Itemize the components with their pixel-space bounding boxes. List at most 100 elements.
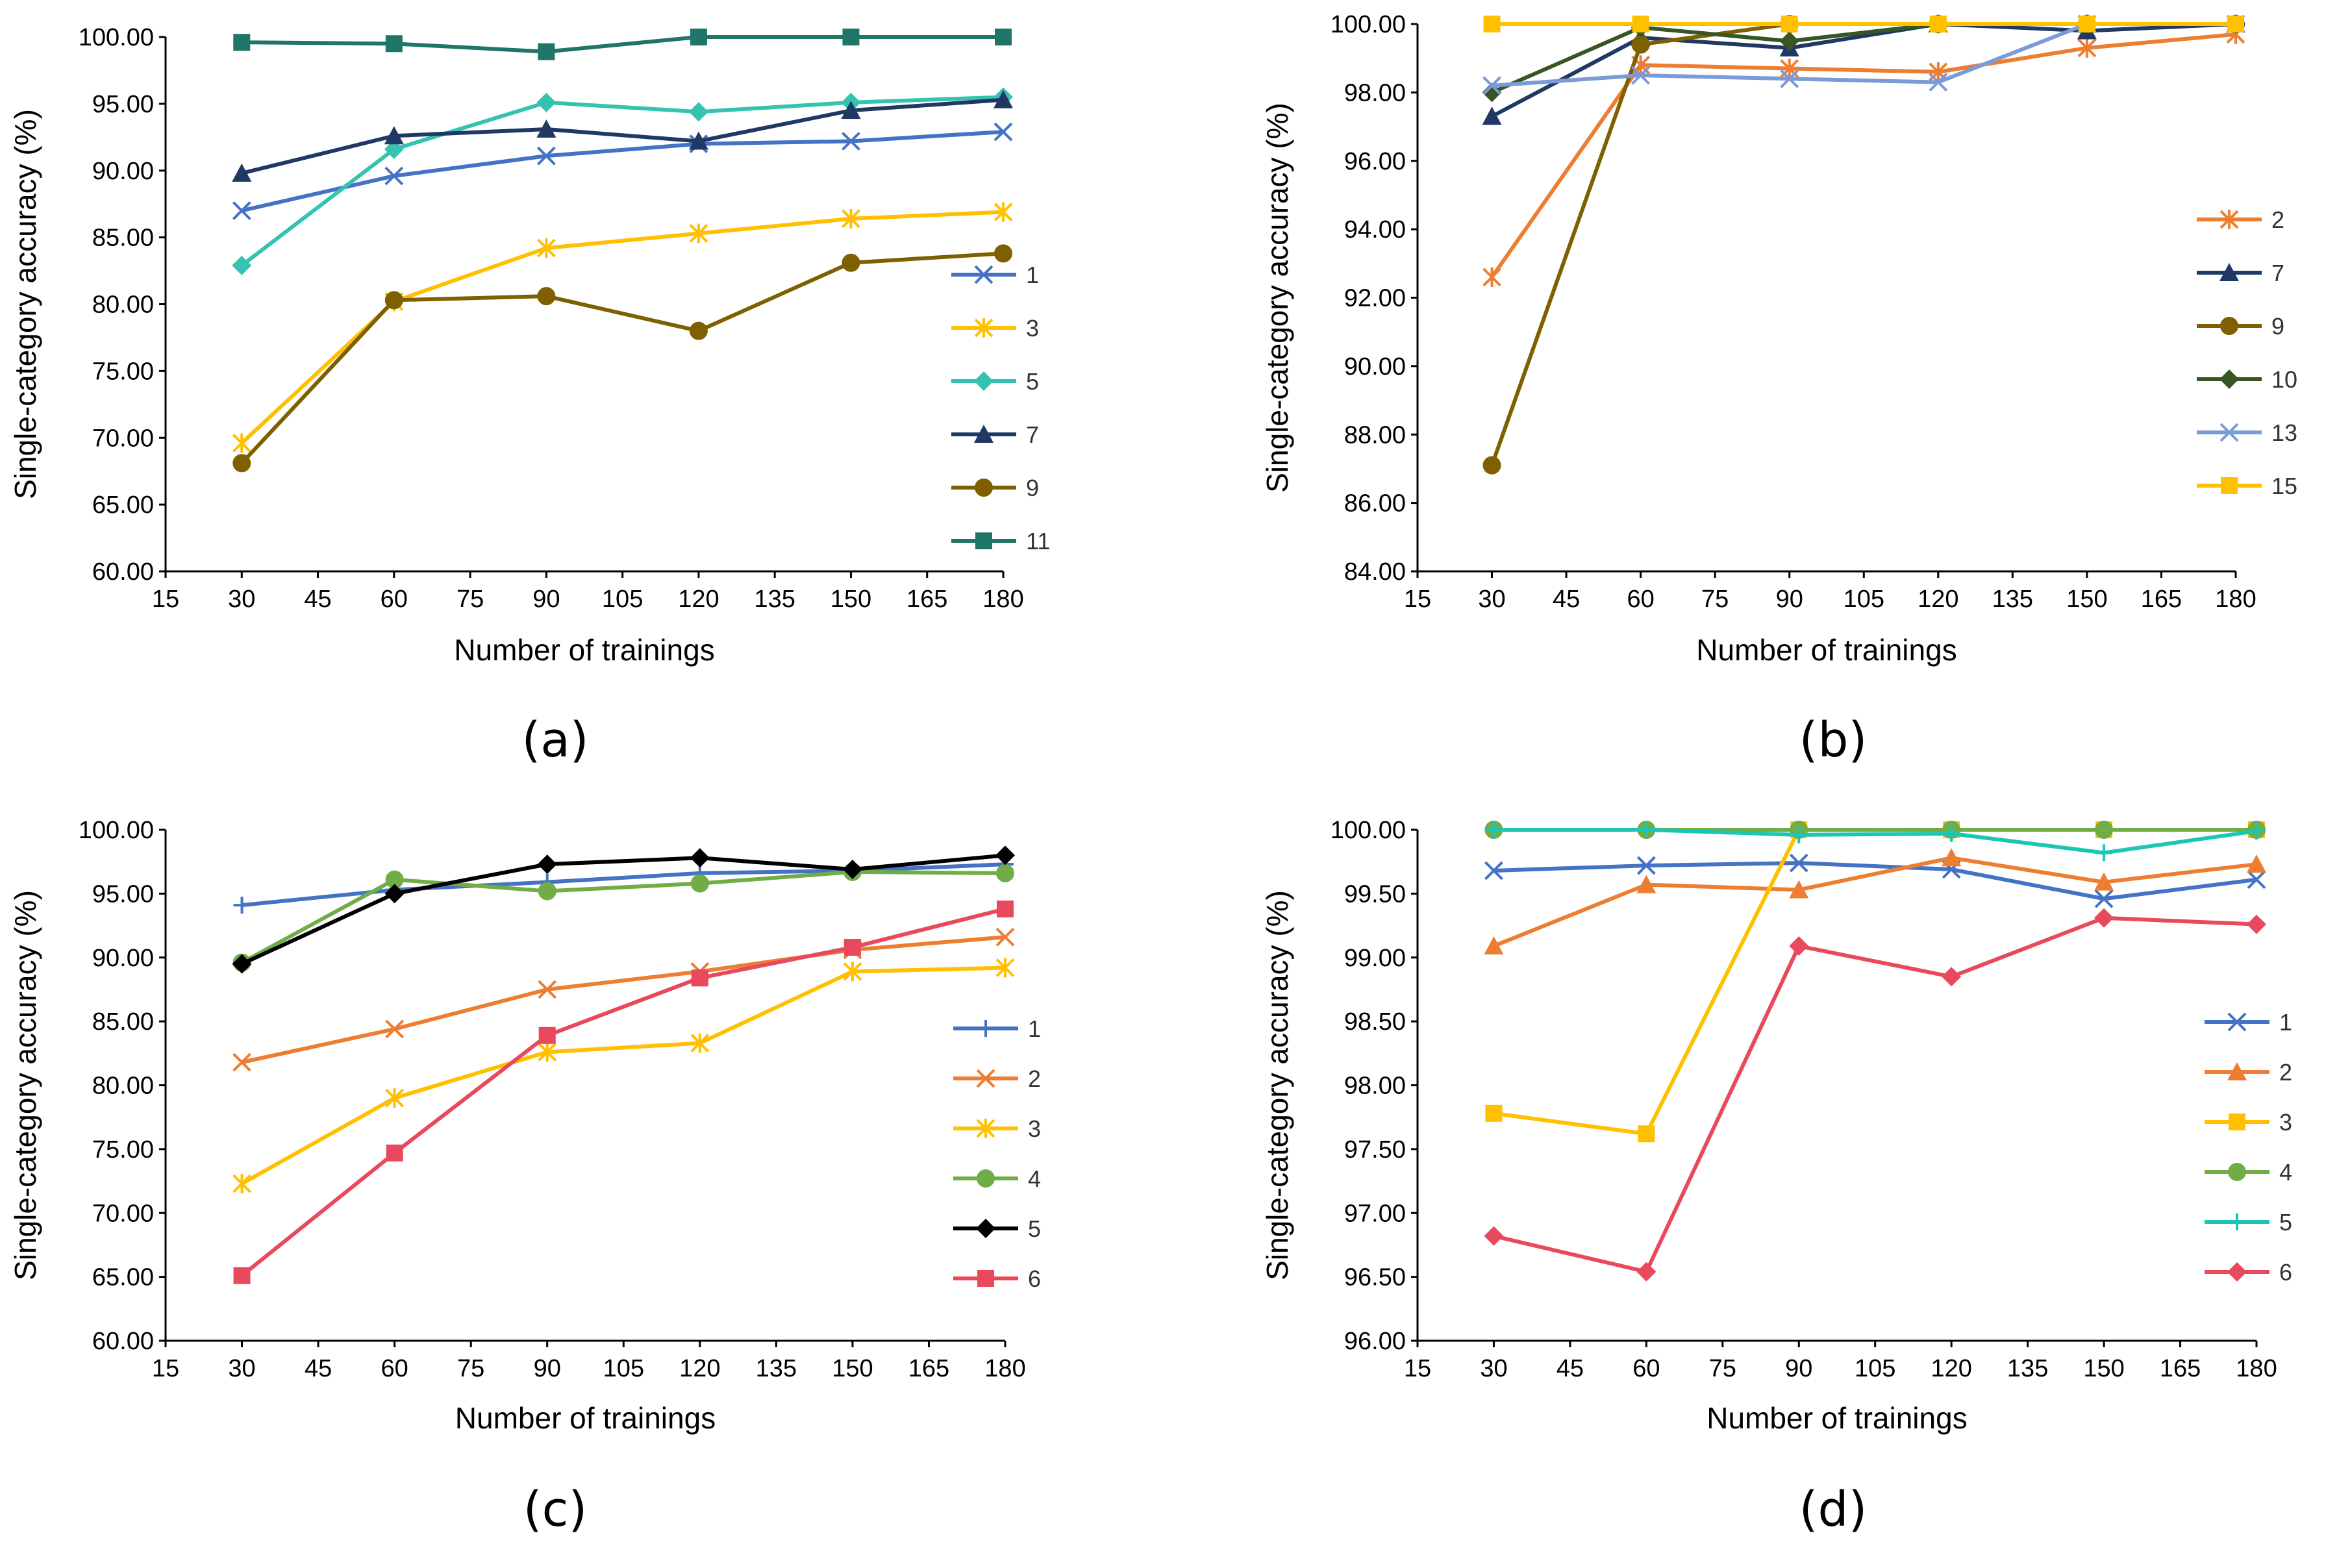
data-point	[1929, 16, 1947, 32]
x-tick-label: 75	[456, 586, 484, 613]
data-point	[842, 29, 860, 45]
data-point	[385, 35, 403, 53]
data-point	[844, 939, 861, 956]
series-2	[1484, 848, 2266, 955]
x-tick-label: 165	[2160, 1355, 2201, 1382]
data-point	[2248, 822, 2265, 840]
data-point	[384, 139, 404, 159]
legend-label: 11	[1026, 528, 1050, 554]
x-tick-label: 150	[2066, 586, 2107, 613]
y-tick-label: 96.00	[1344, 1328, 1406, 1355]
legend-label: 6	[1028, 1265, 1041, 1292]
data-point	[232, 255, 252, 275]
data-point	[1942, 967, 1962, 987]
legend-entry: 9	[951, 475, 1039, 501]
data-point	[1636, 856, 1656, 875]
data-point	[536, 119, 556, 138]
y-axis-label: Single-category accuracy (%)	[1260, 103, 1294, 493]
data-point	[690, 848, 710, 868]
data-point	[536, 146, 556, 166]
data-point	[1631, 35, 1650, 54]
x-tick-label: 15	[152, 1355, 179, 1382]
series-4	[232, 862, 1014, 972]
legend-label: 9	[1026, 475, 1039, 501]
series-5	[1485, 821, 2265, 862]
series-9	[232, 244, 1012, 473]
legend-swatch-marker	[976, 1069, 995, 1088]
data-point	[997, 900, 1014, 917]
legend-entry: 1	[2205, 1009, 2292, 1036]
series-line	[241, 869, 1006, 965]
y-tick-label: 75.00	[92, 1136, 154, 1164]
legend-swatch-marker	[975, 532, 992, 549]
data-point	[233, 34, 251, 51]
chart-panel-2: 84.00 86.00 88.00 90.00 92.00 94.00 96.00 98.00…	[1260, 11, 2297, 768]
x-tick-label: 120	[678, 586, 719, 613]
x-tick-label: 180	[982, 586, 1023, 613]
x-tick-label: 15	[1404, 586, 1431, 613]
series-3	[232, 958, 1015, 1193]
data-point	[384, 291, 403, 310]
x-tick-label: 90	[534, 1355, 561, 1382]
legend-label: 5	[1026, 368, 1039, 395]
x-tick-label: 75	[1709, 1355, 1736, 1382]
data-point	[995, 845, 1015, 865]
x-tick-label: 105	[1855, 1355, 1895, 1382]
series-5	[232, 845, 1015, 974]
x-tick-label: 105	[602, 586, 643, 613]
legend-swatch-marker	[974, 318, 994, 338]
data-point	[2094, 908, 2114, 928]
data-point	[689, 223, 708, 243]
data-point	[994, 90, 1013, 108]
data-point	[1779, 31, 1799, 51]
data-point	[538, 1042, 557, 1062]
y-tick-label: 99.50	[1344, 880, 1406, 908]
y-tick-label: 90.00	[92, 158, 154, 185]
data-point	[384, 166, 404, 186]
x-tick-label: 60	[1632, 1355, 1660, 1382]
legend-swatch-marker	[975, 479, 993, 497]
legend-label: 4	[2279, 1159, 2292, 1186]
series-line	[240, 95, 1004, 268]
x-axis-label: Number of trainings	[455, 1401, 716, 1435]
legend-entry: 3	[2205, 1109, 2292, 1136]
legend-swatch-marker	[2219, 263, 2239, 281]
x-tick-label: 120	[1918, 586, 1958, 613]
x-axis-label: Number of trainings	[454, 633, 714, 667]
chart-panel-1: 60.00 65.00 70.00 75.00 80.00 85.00 90.00 95.00…	[8, 24, 1050, 768]
data-point	[1789, 853, 1808, 873]
data-point	[384, 126, 404, 145]
x-tick-label: 135	[756, 1355, 797, 1382]
data-point	[233, 1267, 251, 1284]
legend-entry: 2	[953, 1065, 1041, 1092]
legend-swatch-marker	[977, 1020, 994, 1037]
legend-entry: 5	[2205, 1209, 2292, 1236]
series-line	[1494, 861, 2257, 901]
series-3	[1485, 821, 2265, 1143]
x-tick-label: 60	[381, 1355, 408, 1382]
legend-label: 7	[1026, 421, 1039, 448]
legend-entry: 1	[951, 262, 1039, 288]
legend-entry: 3	[951, 315, 1039, 342]
x-tick-label: 90	[1776, 586, 1803, 613]
legend-label: 9	[2271, 313, 2284, 340]
legend-label: 3	[1026, 315, 1039, 342]
series-line	[242, 35, 1003, 54]
series-line	[241, 965, 1006, 1186]
data-point	[1485, 1104, 1503, 1122]
series-line	[240, 907, 1006, 1277]
y-tick-label: 100.00	[1331, 817, 1406, 844]
legend-swatch-marker	[2227, 1062, 2247, 1080]
y-tick-label: 65.00	[92, 1264, 154, 1291]
y-tick-label: 98.00	[1344, 79, 1406, 106]
data-point	[994, 244, 1012, 263]
data-point	[2094, 889, 2114, 908]
data-point	[1789, 936, 1809, 956]
legend-swatch-marker	[2229, 1213, 2245, 1230]
x-tick-label: 45	[305, 1355, 332, 1382]
legend-entry: 6	[2205, 1259, 2292, 1286]
series-line	[240, 210, 1004, 445]
data-point	[1942, 848, 1962, 867]
legend-swatch-marker	[2220, 317, 2238, 335]
